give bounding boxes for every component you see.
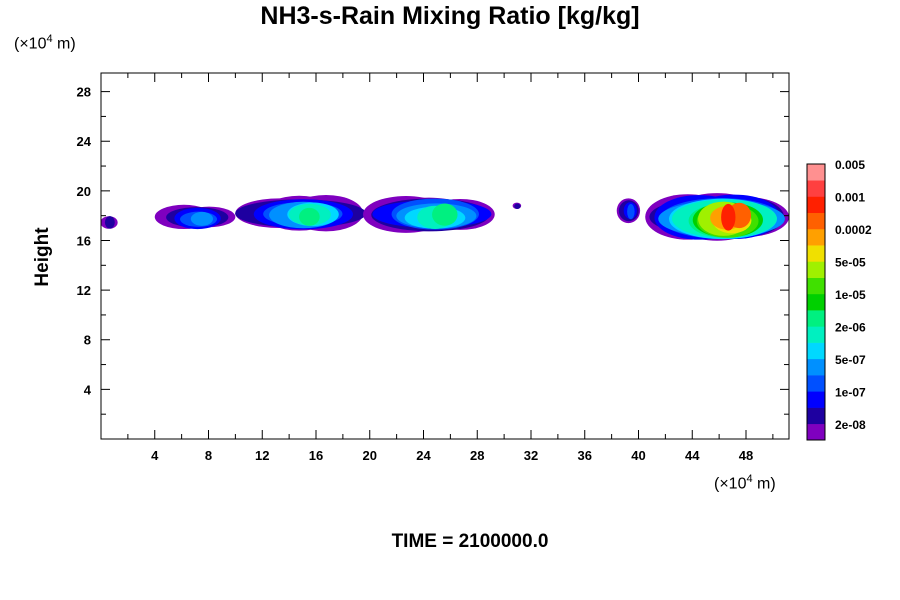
y-tick-label: 28 [77, 85, 91, 100]
colorbar-label: 5e-07 [835, 353, 866, 367]
x-axis: 4 8 12 16 20 24 28 32 36 40 44 48 [127, 73, 774, 463]
colorbar-label: 1e-05 [835, 288, 866, 302]
y-tick-label: 8 [84, 333, 91, 348]
x-tick-label: 8 [205, 448, 212, 463]
cloud-region [512, 202, 522, 209]
contour-level [432, 203, 458, 226]
colorbar-swatch [807, 245, 825, 262]
y-axis: 4 8 12 16 20 24 28 [77, 85, 789, 415]
colorbar-label: 0.005 [835, 158, 865, 172]
y-axis-unit: (×104 m) [14, 33, 76, 53]
x-tick-label: 16 [309, 448, 323, 463]
y-tick-label: 4 [84, 382, 92, 397]
colorbar-swatch [807, 212, 825, 230]
colorbar-label: 1e-07 [835, 385, 866, 399]
colorbar-swatch [807, 164, 825, 181]
cloud-region [363, 196, 495, 233]
mixing-ratio-field [101, 193, 789, 241]
x-tick-label: 12 [255, 448, 269, 463]
y-tick-label: 16 [77, 233, 91, 248]
colorbar-swatch [807, 228, 825, 246]
cloud-region [616, 198, 641, 224]
x-axis-unit: (×104 m) [714, 473, 776, 493]
colorbar-swatch [807, 180, 825, 197]
colorbar-swatch [807, 358, 825, 376]
x-tick-label: 48 [739, 448, 753, 463]
x-tick-label: 4 [151, 448, 159, 463]
contour-level [104, 216, 115, 229]
x-tick-label: 28 [470, 448, 484, 463]
contour-level [190, 211, 214, 226]
y-tick-label: 20 [77, 184, 91, 199]
cloud-region [235, 195, 367, 232]
plot-frame [100, 72, 790, 440]
colorbar-swatch [807, 310, 825, 327]
colorbar-label: 0.0002 [835, 223, 872, 237]
x-tick-label: 44 [685, 448, 700, 463]
x-tick-label: 24 [416, 448, 431, 463]
time-label: TIME = 2100000.0 [391, 531, 549, 552]
colorbar: 2e-08 1e-07 5e-07 2e-06 1e-05 5e-05 0.0002 0.00… [806, 158, 872, 441]
colorbar-frame [806, 163, 826, 441]
colorbar-swatch [807, 261, 825, 278]
contour-level [514, 203, 521, 209]
cloud-region [645, 193, 789, 241]
x-tick-label: 32 [524, 448, 538, 463]
contour-level [627, 203, 635, 220]
y-tick-label: 24 [77, 134, 92, 149]
x-tick-label: 20 [363, 448, 377, 463]
colorbar-label: 0.001 [835, 190, 865, 204]
colorbar-swatch [807, 407, 825, 425]
y-tick-label: 12 [77, 283, 91, 298]
colorbar-swatch [807, 196, 825, 214]
chart-title: NH3-s-Rain Mixing Ratio [kg/kg] [260, 2, 640, 30]
colorbar-swatch [807, 423, 825, 441]
colorbar-swatch [807, 342, 825, 360]
cloud-region [101, 216, 118, 229]
colorbar-label: 2e-08 [835, 418, 866, 432]
colorbar-label: 5e-05 [835, 255, 866, 269]
colorbar-swatch [807, 293, 825, 311]
colorbar-label: 2e-06 [835, 320, 866, 334]
colorbar-swatch [807, 391, 825, 408]
x-tick-label: 40 [631, 448, 645, 463]
colorbar-swatch [807, 326, 825, 343]
cloud-region [154, 204, 236, 230]
colorbar-swatch [807, 375, 825, 392]
contour-level [299, 207, 320, 226]
x-tick-label: 36 [578, 448, 592, 463]
colorbar-swatch [807, 277, 825, 295]
contour-level [721, 203, 736, 231]
